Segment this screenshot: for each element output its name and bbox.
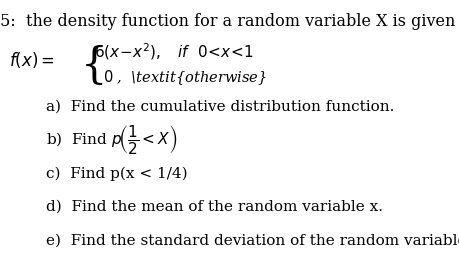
Text: Q-5:  the density function for a random variable X is given by: Q-5: the density function for a random v… (0, 13, 459, 29)
Text: d)  Find the mean of the random variable x.: d) Find the mean of the random variable … (46, 200, 382, 214)
Text: c)  Find p(x < 1/4): c) Find p(x < 1/4) (46, 167, 187, 181)
Text: a)  Find the cumulative distribution function.: a) Find the cumulative distribution func… (46, 100, 393, 114)
Text: e)  Find the standard deviation of the random variable x.: e) Find the standard deviation of the ra… (46, 234, 459, 247)
Text: $6(x\!-\!x^2),$   $if$  $0\!<\!x\!<\!1$: $6(x\!-\!x^2),$ $if$ $0\!<\!x\!<\!1$ (94, 41, 253, 62)
Text: b)  Find $p\!\left(\dfrac{1}{2} < X\right)$: b) Find $p\!\left(\dfrac{1}{2} < X\right… (46, 123, 177, 155)
Text: {: { (80, 45, 107, 87)
Text: $0$ ,  \textit{otherwise}: $0$ , \textit{otherwise} (103, 68, 267, 87)
Text: $f(x) =$: $f(x) =$ (9, 50, 55, 70)
